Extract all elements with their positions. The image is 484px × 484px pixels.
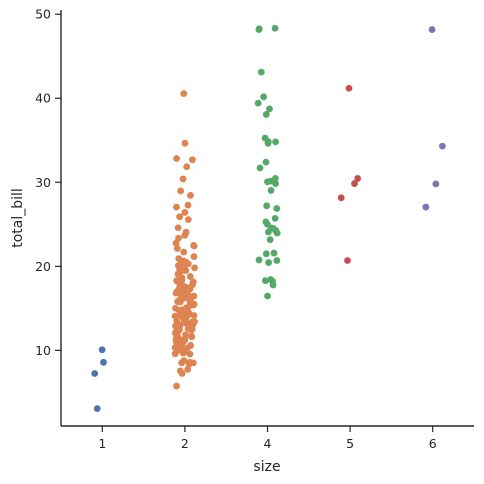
data-point-size-2-52	[172, 289, 180, 297]
data-point-size-5-4	[344, 257, 351, 264]
data-point-size-4-20	[273, 205, 281, 212]
data-point-size-4-27	[264, 228, 272, 236]
data-point-size-2-15	[181, 232, 189, 239]
data-point-size-4-19	[263, 202, 271, 210]
data-point-size-1-3	[93, 405, 101, 412]
data-point-size-4-34	[265, 259, 272, 266]
x-tick-label-1: 1	[98, 436, 106, 451]
data-point-size-4-12	[262, 158, 270, 166]
data-point-size-4-16	[264, 178, 271, 186]
x-tick-label-2: 2	[181, 436, 189, 451]
data-point-size-2-12	[184, 216, 192, 224]
x-axis-label: size	[253, 459, 280, 475]
data-point-size-2-13	[174, 224, 182, 232]
data-point-size-2-85	[190, 312, 198, 319]
data-point-size-2-17	[172, 239, 180, 247]
data-point-size-4-31	[262, 250, 270, 258]
data-point-size-5-2	[351, 180, 358, 187]
data-point-size-4-2	[255, 26, 263, 33]
data-point-size-6-0	[428, 26, 436, 33]
data-point-size-4-11	[264, 139, 272, 147]
data-point-size-2-8	[184, 201, 192, 209]
data-point-size-5-0	[345, 84, 353, 92]
data-point-size-4-28	[273, 229, 281, 237]
y-axis-ticks: 10 20 30 40 50	[35, 7, 61, 358]
data-point-size-4-21	[271, 214, 279, 222]
data-point-size-6-2	[432, 180, 440, 188]
data-point-size-2-3	[189, 156, 196, 164]
data-point-size-2-26	[184, 260, 192, 268]
data-point-size-2-7	[187, 191, 194, 199]
data-point-size-2-134	[171, 350, 179, 358]
data-point-size-4-38	[269, 281, 277, 289]
data-point-size-4-13	[256, 164, 264, 172]
data-point-size-4-3	[257, 68, 265, 76]
data-point-size-4-36	[261, 277, 269, 285]
data-point-size-4-5	[254, 99, 262, 107]
data-point-size-1-2	[91, 370, 99, 377]
data-point-size-4-6	[266, 105, 273, 113]
data-point-size-2-10	[181, 209, 189, 216]
data-point-size-4-30	[270, 249, 278, 257]
data-point-size-6-3	[422, 203, 430, 211]
data-point-size-2-20	[173, 245, 181, 252]
data-point-size-2-143	[178, 370, 186, 377]
data-points	[91, 24, 446, 412]
y-tick-label-30: 30	[35, 175, 51, 190]
data-point-size-4-33	[273, 257, 281, 264]
data-point-size-2-135	[186, 350, 194, 358]
data-point-size-1-0	[98, 346, 106, 354]
data-point-size-2-107	[188, 326, 195, 334]
data-point-size-2-29	[191, 264, 198, 272]
data-point-size-2-68	[176, 298, 184, 306]
data-point-size-4-29	[266, 236, 274, 244]
x-tick-label-5: 5	[346, 436, 354, 451]
data-point-size-2-5	[179, 175, 187, 183]
data-point-size-2-140	[185, 360, 193, 368]
data-point-size-1-1	[100, 358, 107, 366]
y-axis-label: total_bill	[10, 188, 26, 248]
data-point-size-5-1	[354, 175, 362, 182]
data-point-size-2-114	[188, 333, 196, 341]
data-point-size-4-17	[272, 180, 279, 187]
y-tick-label-10: 10	[35, 343, 51, 358]
data-point-size-5-3	[337, 194, 345, 202]
y-tick-label-20: 20	[35, 259, 51, 274]
x-axis-ticks: 1 2 4 5 6	[98, 426, 437, 451]
y-tick-label-40: 40	[35, 91, 51, 106]
data-point-size-2-4	[183, 163, 191, 171]
x-tick-label-6: 6	[429, 436, 437, 451]
data-point-size-2-6	[177, 187, 185, 195]
data-point-size-4-0	[271, 24, 279, 32]
data-point-size-2-22	[190, 253, 198, 260]
data-point-size-2-21	[180, 248, 188, 256]
data-point-size-4-18	[267, 187, 275, 194]
data-point-size-4-4	[260, 93, 268, 101]
x-tick-label-4: 4	[264, 436, 272, 451]
data-point-size-2-11	[176, 213, 184, 221]
plot-area	[91, 24, 446, 412]
y-tick-label-50: 50	[35, 7, 51, 22]
data-point-size-4-39	[264, 292, 271, 300]
data-point-size-2-0	[180, 90, 188, 98]
data-point-size-2-9	[173, 203, 180, 211]
data-point-size-2-138	[178, 359, 186, 367]
data-point-size-4-7	[262, 111, 270, 118]
data-point-size-2-1	[181, 139, 189, 147]
data-point-size-2-19	[190, 242, 198, 250]
data-point-size-2-144	[173, 382, 180, 390]
data-point-size-2-133	[179, 349, 187, 357]
data-point-size-6-1	[439, 142, 446, 150]
data-point-size-4-32	[255, 256, 263, 264]
data-point-size-2-2	[173, 155, 180, 162]
data-point-size-2-141	[184, 365, 192, 373]
data-point-size-2-35	[186, 273, 194, 280]
data-point-size-4-10	[272, 138, 279, 146]
